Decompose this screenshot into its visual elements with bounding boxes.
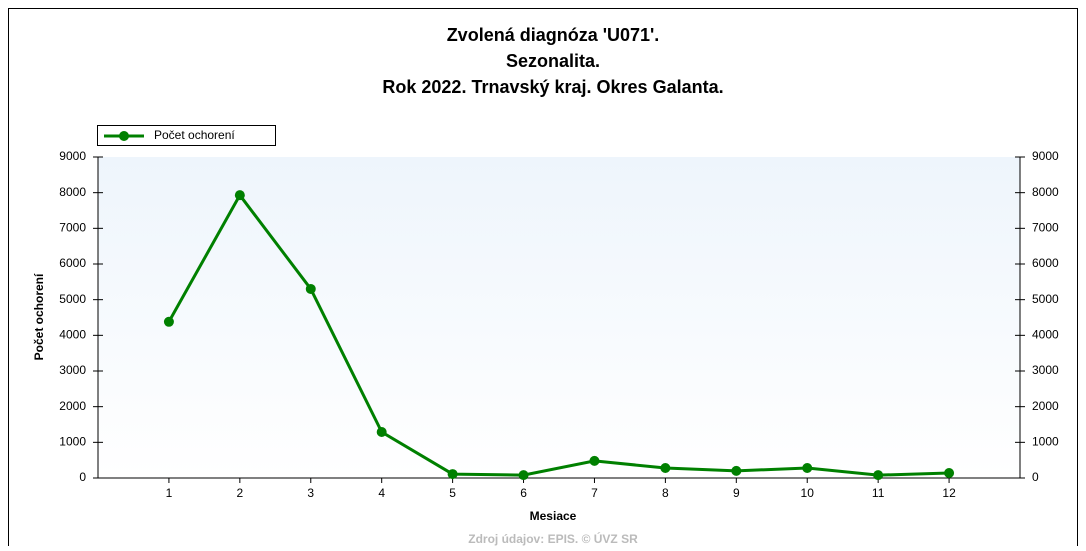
x-tick-label: 4 [378,486,385,500]
marker [873,470,884,481]
y2-tick-label: 5000 [1032,292,1059,306]
y-tick-label: 0 [79,470,86,484]
x-tick-label: 3 [307,486,314,500]
y-tick-label: 4000 [59,328,86,342]
y-tick-label: 5000 [59,292,86,306]
chart-title: Zvolená diagnóza 'U071'. [447,25,660,45]
y2-tick-label: 2000 [1032,399,1059,413]
x-tick-label: 1 [166,486,173,500]
marker [376,426,387,437]
y-tick-label: 1000 [59,435,86,449]
legend-marker [119,131,129,141]
marker [589,455,600,466]
marker [234,190,245,201]
marker [731,465,742,476]
y-tick-label: 7000 [59,221,86,235]
y2-tick-label: 3000 [1032,363,1059,377]
y-axis-label: Počet ochorení [32,273,46,360]
x-tick-label: 11 [872,486,885,500]
y-tick-label: 9000 [59,149,86,163]
y-tick-label: 2000 [59,399,86,413]
x-tick-label: 9 [733,486,740,500]
x-tick-label: 10 [801,486,815,500]
chart-title: Rok 2022. Trnavský kraj. Okres Galanta. [382,77,723,97]
y-tick-label: 8000 [59,185,86,199]
frame [8,8,1078,551]
marker [802,463,813,474]
line [167,192,950,477]
marker [660,463,671,474]
x-tick-label: 2 [237,486,244,500]
marker [447,469,458,480]
y2-tick-label: 9000 [1032,149,1059,163]
y2-tick-label: 6000 [1032,256,1059,270]
source: Zdroj údajov: EPIS. © ÚVZ SR [468,531,638,546]
plot-area [98,157,1020,478]
x-tick-label: 5 [449,486,456,500]
y-tick-label: 3000 [59,363,86,377]
x-axis-label: Mesiace [530,509,577,523]
marker [305,283,316,294]
legend-label: Počet ochorení [154,128,235,142]
y-tick-label: 6000 [59,256,86,270]
marker [163,316,174,327]
y2-tick-label: 0 [1032,470,1039,484]
x-tick-label: 12 [942,486,956,500]
x-tick-label: 7 [591,486,598,500]
x-tick-label: 8 [662,486,669,500]
y2-tick-label: 8000 [1032,185,1059,199]
marker [944,468,955,479]
x-tick-label: 6 [520,486,527,500]
legend [97,125,276,146]
y2-tick-label: 7000 [1032,221,1059,235]
y2-tick-label: 4000 [1032,328,1059,342]
marker [518,470,529,481]
chart-title: Sezonalita. [506,51,600,71]
y2-tick-label: 1000 [1032,435,1059,449]
